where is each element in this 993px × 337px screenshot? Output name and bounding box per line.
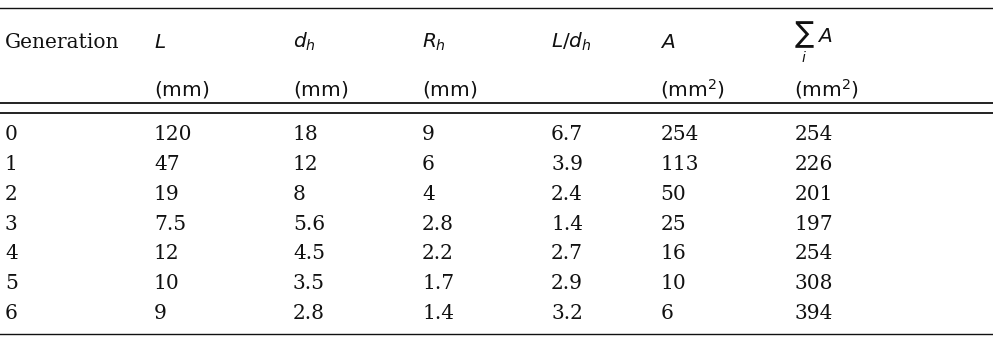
Text: 2.8: 2.8 xyxy=(293,304,325,323)
Text: 8: 8 xyxy=(293,185,306,204)
Text: 1.4: 1.4 xyxy=(551,215,583,234)
Text: 25: 25 xyxy=(660,215,686,234)
Text: $(\mathrm{mm}^2)$: $(\mathrm{mm}^2)$ xyxy=(794,78,859,101)
Text: $A$: $A$ xyxy=(660,33,676,52)
Text: $(\mathrm{mm})$: $(\mathrm{mm})$ xyxy=(154,79,210,100)
Text: 4: 4 xyxy=(422,185,435,204)
Text: 113: 113 xyxy=(660,155,699,174)
Text: 197: 197 xyxy=(794,215,833,234)
Text: 3.9: 3.9 xyxy=(551,155,583,174)
Text: 50: 50 xyxy=(660,185,686,204)
Text: 10: 10 xyxy=(660,274,686,293)
Text: 4: 4 xyxy=(5,244,18,264)
Text: 6: 6 xyxy=(422,155,435,174)
Text: 9: 9 xyxy=(422,125,435,144)
Text: $L/d_h$: $L/d_h$ xyxy=(551,31,592,53)
Text: 254: 254 xyxy=(794,125,833,144)
Text: 5.6: 5.6 xyxy=(293,215,325,234)
Text: 0: 0 xyxy=(5,125,18,144)
Text: 2.8: 2.8 xyxy=(422,215,454,234)
Text: 201: 201 xyxy=(794,185,833,204)
Text: 16: 16 xyxy=(660,244,686,264)
Text: $(\mathrm{mm})$: $(\mathrm{mm})$ xyxy=(293,79,349,100)
Text: 6: 6 xyxy=(5,304,18,323)
Text: $\sum_i\ A$: $\sum_i\ A$ xyxy=(794,20,834,65)
Text: 4.5: 4.5 xyxy=(293,244,325,264)
Text: 18: 18 xyxy=(293,125,319,144)
Text: 2: 2 xyxy=(5,185,18,204)
Text: 7.5: 7.5 xyxy=(154,215,186,234)
Text: 254: 254 xyxy=(794,244,833,264)
Text: 2.4: 2.4 xyxy=(551,185,583,204)
Text: 3: 3 xyxy=(5,215,18,234)
Text: 3.2: 3.2 xyxy=(551,304,583,323)
Text: 9: 9 xyxy=(154,304,167,323)
Text: 2.9: 2.9 xyxy=(551,274,583,293)
Text: 6: 6 xyxy=(660,304,673,323)
Text: 1.7: 1.7 xyxy=(422,274,454,293)
Text: 10: 10 xyxy=(154,274,180,293)
Text: 1: 1 xyxy=(5,155,18,174)
Text: Generation: Generation xyxy=(5,33,119,52)
Text: $(\mathrm{mm})$: $(\mathrm{mm})$ xyxy=(422,79,478,100)
Text: 2.2: 2.2 xyxy=(422,244,454,264)
Text: 5: 5 xyxy=(5,274,18,293)
Text: 47: 47 xyxy=(154,155,180,174)
Text: 226: 226 xyxy=(794,155,833,174)
Text: $L$: $L$ xyxy=(154,33,166,52)
Text: 1.4: 1.4 xyxy=(422,304,454,323)
Text: $d_h$: $d_h$ xyxy=(293,31,316,53)
Text: 308: 308 xyxy=(794,274,833,293)
Text: 3.5: 3.5 xyxy=(293,274,325,293)
Text: 120: 120 xyxy=(154,125,193,144)
Text: $(\mathrm{mm}^2)$: $(\mathrm{mm}^2)$ xyxy=(660,78,725,101)
Text: 12: 12 xyxy=(293,155,319,174)
Text: 6.7: 6.7 xyxy=(551,125,583,144)
Text: 19: 19 xyxy=(154,185,180,204)
Text: 254: 254 xyxy=(660,125,699,144)
Text: $R_h$: $R_h$ xyxy=(422,31,446,53)
Text: 12: 12 xyxy=(154,244,180,264)
Text: 394: 394 xyxy=(794,304,833,323)
Text: 2.7: 2.7 xyxy=(551,244,583,264)
